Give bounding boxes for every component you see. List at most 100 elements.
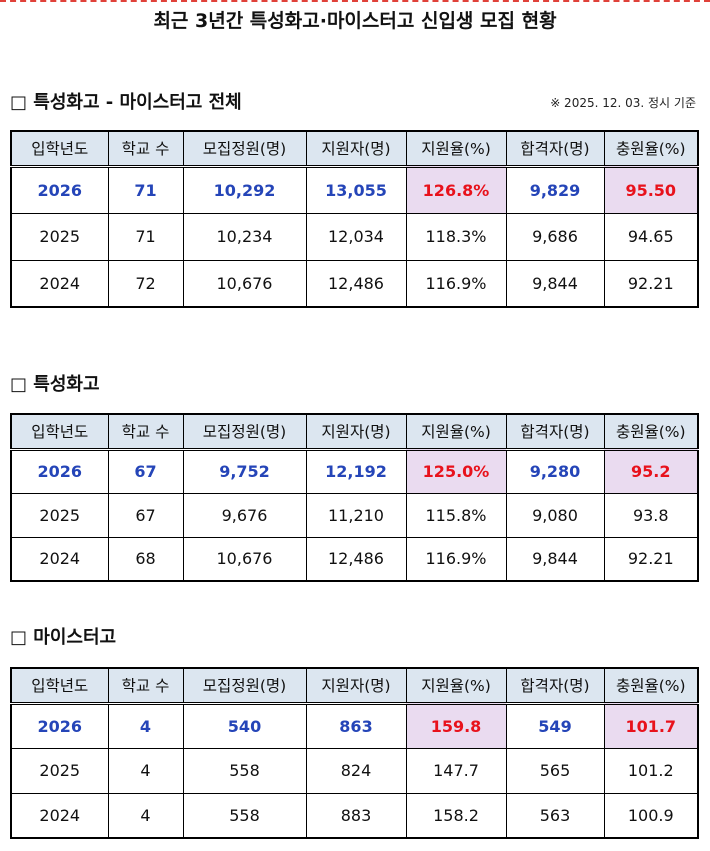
table-cell: 9,829 <box>505 165 605 214</box>
header-cell: 지원율(%) <box>405 667 507 704</box>
table-cell: 2026 <box>10 165 109 214</box>
table-cell: 2025 <box>10 747 109 794</box>
table-cell: 147.7 <box>405 747 507 794</box>
table-row: 2026 71 10,292 13,055 126.8% 9,829 95.50 <box>10 165 699 214</box>
table-row: 2025 71 10,234 12,034 118.3% 9,686 94.65 <box>10 212 699 261</box>
section-heading: □ 마이스터고 <box>10 627 117 648</box>
header-cell: 합격자(명) <box>505 413 605 450</box>
table-cell: 101.2 <box>603 747 699 794</box>
table-cell: 549 <box>505 702 605 749</box>
table-cell: 116.9% <box>405 536 507 582</box>
page-title: 최근 3년간 특성화고·마이스터고 신입생 모집 현황 <box>153 10 557 32</box>
header-cell: 학교 수 <box>107 130 184 167</box>
table-cell: 93.8 <box>603 492 699 538</box>
table-cell: 4 <box>107 747 184 794</box>
table-cell: 10,676 <box>182 259 307 308</box>
header-cell: 입학년도 <box>10 413 109 450</box>
table-row: 2026 67 9,752 12,192 125.0% 9,280 95.2 <box>10 448 699 494</box>
header-row: 입학년도 학교 수 모집정원(명) 지원자(명) 지원율(%) 합격자(명) 충원율(%) <box>10 667 699 704</box>
table-cell: 2026 <box>10 448 109 494</box>
table-cell: 2024 <box>10 536 109 582</box>
table-cell: 2024 <box>10 259 109 308</box>
header-cell: 모집정원(명) <box>182 413 307 450</box>
table-head: 입학년도 학교 수 모집정원(명) 지원자(명) 지원율(%) 합격자(명) 충원율(%) <box>10 667 699 704</box>
table-cell: 9,844 <box>505 259 605 308</box>
table-cell: 95.2 <box>603 448 699 494</box>
table-cell: 540 <box>182 702 307 749</box>
table-cell: 10,676 <box>182 536 307 582</box>
top-rule <box>0 0 710 2</box>
header-cell: 입학년도 <box>10 667 109 704</box>
table-cell: 10,234 <box>182 212 307 261</box>
table-cell: 9,752 <box>182 448 307 494</box>
table-cell: 12,192 <box>305 448 407 494</box>
table-cell: 101.7 <box>603 702 699 749</box>
table-cell: 13,055 <box>305 165 407 214</box>
table-cell: 11,210 <box>305 492 407 538</box>
header-cell: 입학년도 <box>10 130 109 167</box>
table-body: 2026 4 540 863 159.8 549 101.7 2025 4 558 824 147.7… <box>10 702 699 839</box>
table-cell: 9,280 <box>505 448 605 494</box>
table-cell: 94.65 <box>603 212 699 261</box>
table-cell: 72 <box>107 259 184 308</box>
table-cell: 863 <box>305 702 407 749</box>
header-cell: 합격자(명) <box>505 130 605 167</box>
table-cell: 9,676 <box>182 492 307 538</box>
header-cell: 모집정원(명) <box>182 130 307 167</box>
header-cell: 충원율(%) <box>603 130 699 167</box>
section-heading: □ 특성화고 <box>10 374 100 395</box>
header-cell: 지원자(명) <box>305 413 407 450</box>
table-row: 2025 67 9,676 11,210 115.8% 9,080 93.8 <box>10 492 699 538</box>
table-cell: 4 <box>107 702 184 749</box>
table-cell: 824 <box>305 747 407 794</box>
header-row: 입학년도 학교 수 모집정원(명) 지원자(명) 지원율(%) 합격자(명) 충원율(%) <box>10 413 699 450</box>
table-cell: 4 <box>107 792 184 839</box>
header-cell: 충원율(%) <box>603 413 699 450</box>
table-cell: 67 <box>107 448 184 494</box>
table-row: 2026 4 540 863 159.8 549 101.7 <box>10 702 699 749</box>
table-head: 입학년도 학교 수 모집정원(명) 지원자(명) 지원율(%) 합격자(명) 충원율(%) <box>10 413 699 450</box>
table-cell: 95.50 <box>603 165 699 214</box>
data-table: 입학년도 학교 수 모집정원(명) 지원자(명) 지원율(%) 합격자(명) 충원율(%) 2… <box>10 130 699 308</box>
data-table: 입학년도 학교 수 모집정원(명) 지원자(명) 지원율(%) 합격자(명) 충원율(%) 2… <box>10 667 699 839</box>
table-head: 입학년도 학교 수 모집정원(명) 지원자(명) 지원율(%) 합격자(명) 충원율(%) <box>10 130 699 167</box>
table-cell: 68 <box>107 536 184 582</box>
table-cell: 158.2 <box>405 792 507 839</box>
table-cell: 558 <box>182 747 307 794</box>
table-cell: 883 <box>305 792 407 839</box>
header-cell: 지원율(%) <box>405 130 507 167</box>
table-cell: 9,686 <box>505 212 605 261</box>
table-cell: 12,034 <box>305 212 407 261</box>
header-cell: 합격자(명) <box>505 667 605 704</box>
table-cell: 67 <box>107 492 184 538</box>
header-cell: 학교 수 <box>107 413 184 450</box>
header-cell: 모집정원(명) <box>182 667 307 704</box>
table-cell: 92.21 <box>603 259 699 308</box>
header-cell: 지원자(명) <box>305 130 407 167</box>
table-row: 2025 4 558 824 147.7 565 101.2 <box>10 747 699 794</box>
table-cell: 116.9% <box>405 259 507 308</box>
header-cell: 충원율(%) <box>603 667 699 704</box>
data-table: 입학년도 학교 수 모집정원(명) 지원자(명) 지원율(%) 합격자(명) 충원율(%) 2… <box>10 413 699 582</box>
table-body: 2026 67 9,752 12,192 125.0% 9,280 95.2 2025 67 9,… <box>10 448 699 582</box>
note: ※ 2025. 12. 03. 정시 기준 <box>550 96 696 110</box>
table-cell: 115.8% <box>405 492 507 538</box>
table-cell: 10,292 <box>182 165 307 214</box>
table-cell: 563 <box>505 792 605 839</box>
table-cell: 12,486 <box>305 536 407 582</box>
table-cell: 100.9 <box>603 792 699 839</box>
table-cell: 2024 <box>10 792 109 839</box>
table-cell: 2025 <box>10 492 109 538</box>
table-cell: 558 <box>182 792 307 839</box>
table-cell: 2025 <box>10 212 109 261</box>
table-row: 2024 68 10,676 12,486 116.9% 9,844 92.21 <box>10 536 699 582</box>
table-cell: 126.8% <box>405 165 507 214</box>
table-body: 2026 71 10,292 13,055 126.8% 9,829 95.50 2025 71… <box>10 165 699 308</box>
table-cell: 12,486 <box>305 259 407 308</box>
table-cell: 118.3% <box>405 212 507 261</box>
table-row: 2024 4 558 883 158.2 563 100.9 <box>10 792 699 839</box>
table-cell: 71 <box>107 212 184 261</box>
table-cell: 159.8 <box>405 702 507 749</box>
table-cell: 125.0% <box>405 448 507 494</box>
header-row: 입학년도 학교 수 모집정원(명) 지원자(명) 지원율(%) 합격자(명) 충원율(%) <box>10 130 699 167</box>
